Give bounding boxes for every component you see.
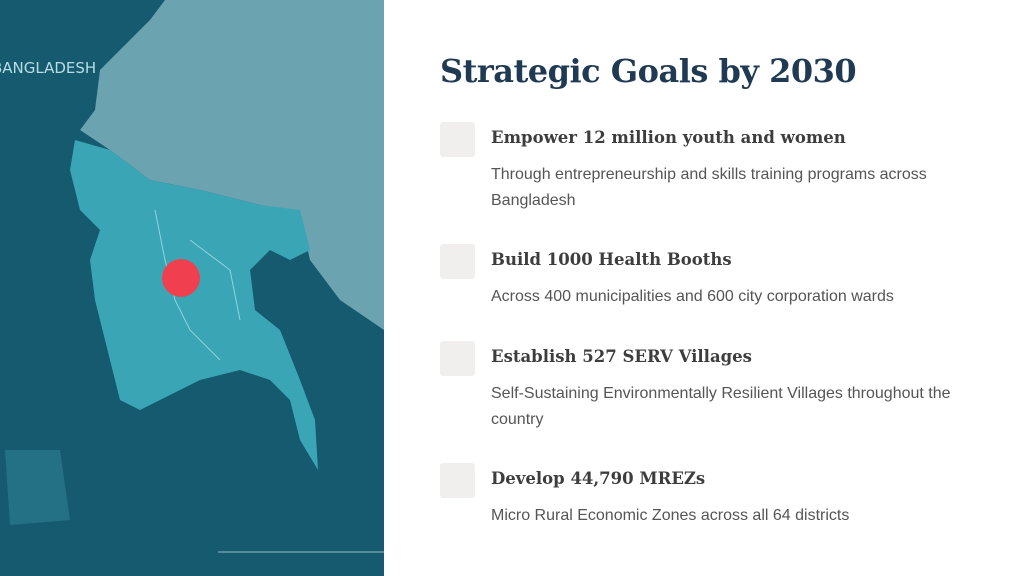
goal-heading: Build 1000 Health Booths: [491, 250, 732, 269]
bangladesh-map: BANGLADESH: [0, 0, 384, 576]
inset-map: [5, 450, 70, 525]
location-marker: [162, 259, 200, 297]
page-title: Strategic Goals by 2030: [440, 52, 857, 90]
country-label: BANGLADESH: [0, 59, 97, 77]
bangladesh-land: [70, 140, 318, 470]
goal-heading: Establish 527 SERV Villages: [491, 347, 752, 366]
goal-checkbox[interactable]: [440, 341, 475, 376]
goal-description: Micro Rural Economic Zones across all 64…: [491, 507, 850, 524]
goal-description: Self-Sustaining Environmentally Resilien…: [491, 385, 951, 428]
goal-heading: Develop 44,790 MREZs: [491, 469, 706, 488]
goal-description: Across 400 municipalities and 600 city c…: [491, 288, 894, 305]
map-graphic: [5, 0, 384, 553]
map-river: [154, 209, 221, 361]
goal-heading: Empower 12 million youth and women: [491, 128, 846, 147]
goal-checkbox[interactable]: [440, 122, 475, 157]
goal-description: Through entrepreneurship and skills trai…: [491, 166, 927, 209]
goal-checkbox[interactable]: [440, 244, 475, 279]
map-river: [189, 239, 241, 321]
goal-checkbox[interactable]: [440, 463, 475, 498]
